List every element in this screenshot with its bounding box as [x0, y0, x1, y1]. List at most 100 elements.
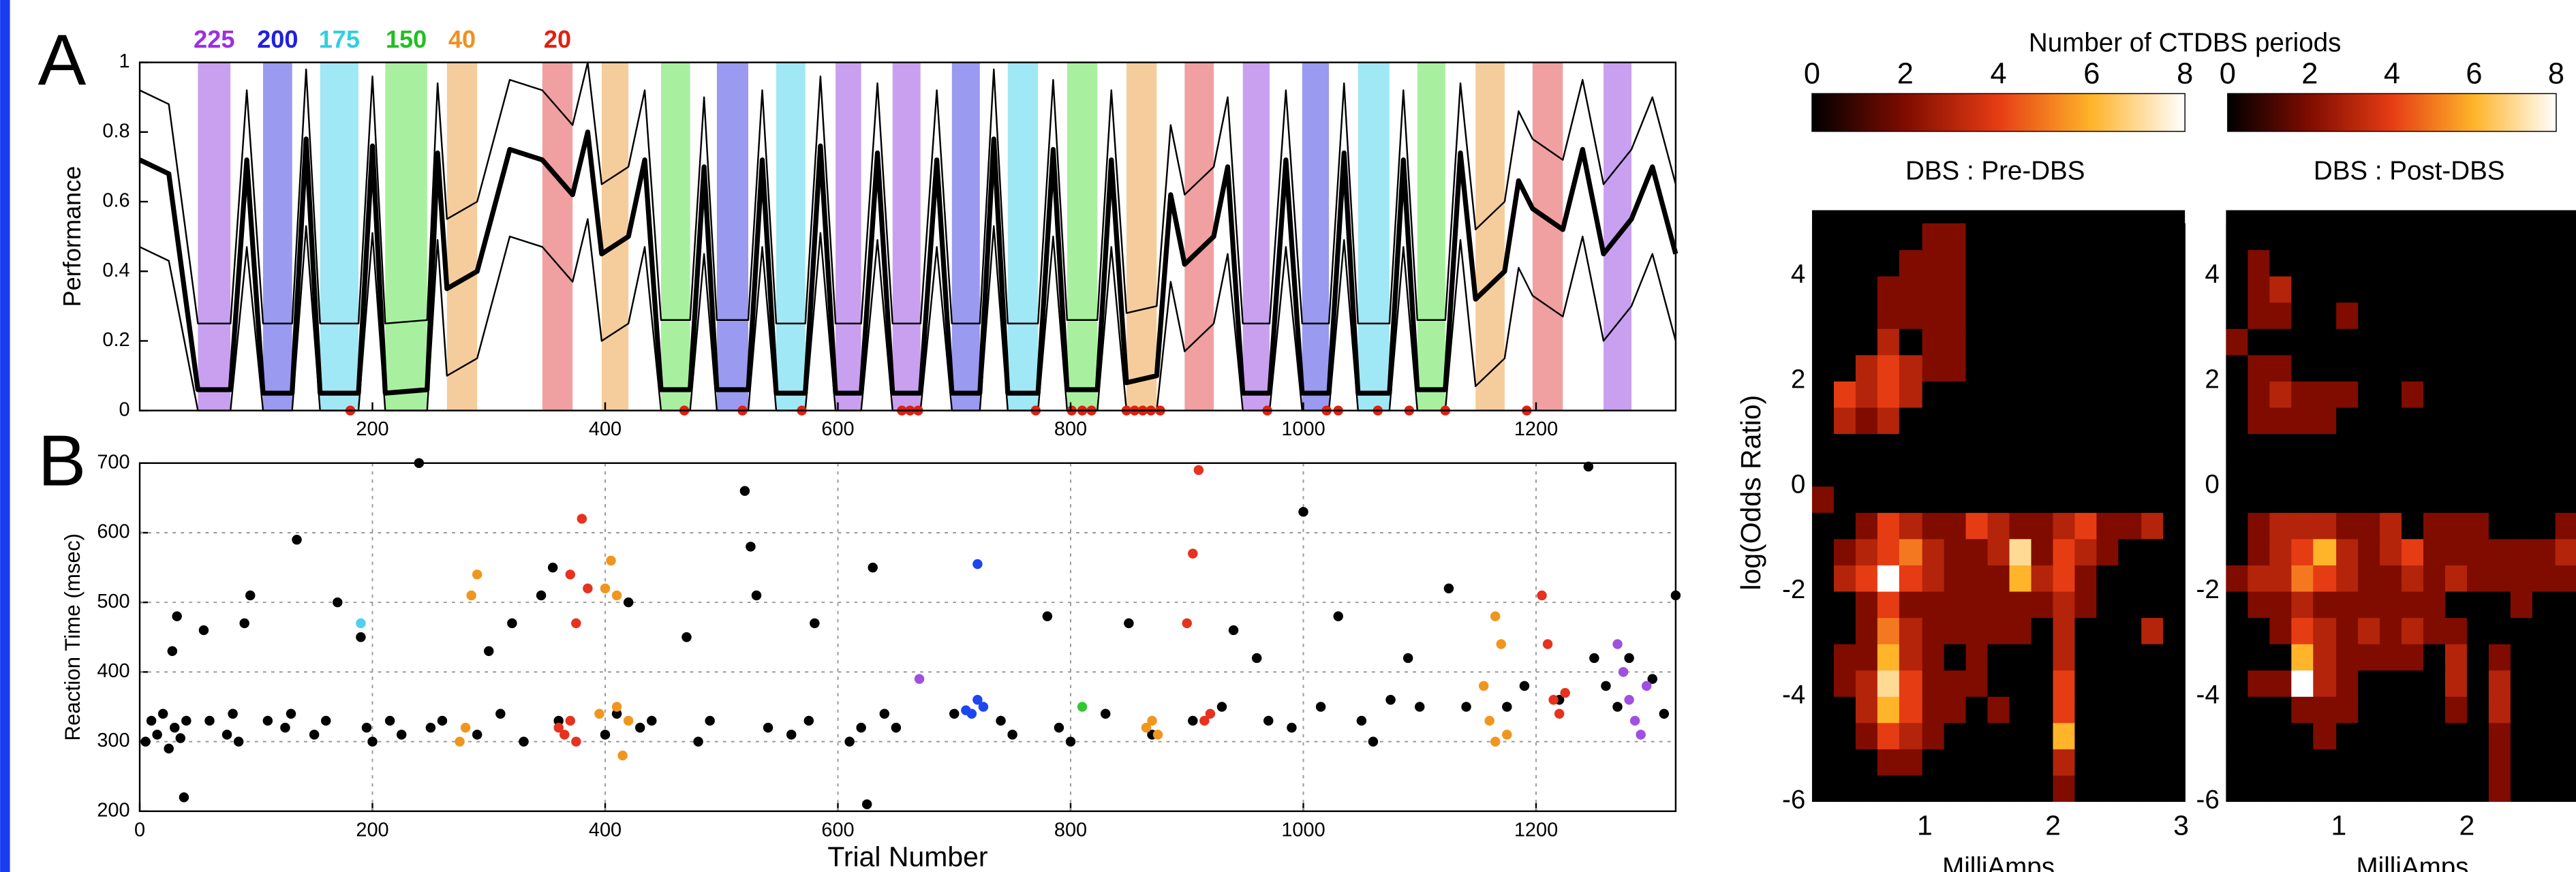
- heatmap-cell: [2336, 249, 2359, 277]
- heatmap-cell: [1877, 512, 1900, 540]
- heatmap-cell: [1877, 591, 1900, 619]
- colorbar-tick-label: 6: [2466, 57, 2482, 90]
- heatmap-cell: [2291, 354, 2314, 382]
- heatmap-cell: [2141, 302, 2164, 329]
- data-point: [396, 730, 407, 740]
- heatmap-cell: [2380, 354, 2402, 382]
- heatmap-cell: [2074, 591, 2098, 619]
- heatmap-cell: [1811, 538, 1835, 565]
- data-point: [739, 486, 750, 496]
- heatmap-cell: [2466, 354, 2489, 382]
- heatmap-cell: [2532, 328, 2556, 356]
- heatmap-cell: [2053, 512, 2076, 540]
- heatmap-cell: [2118, 328, 2142, 356]
- heatmap-cell: [2269, 459, 2293, 487]
- heatmap-cell: [2248, 249, 2271, 277]
- x-tick-label: 0: [134, 819, 145, 841]
- plot-frame: [138, 61, 1677, 411]
- heatmap-cell: [2074, 512, 2098, 540]
- heatmap-cell: [2466, 302, 2489, 329]
- heatmap-cell: [2141, 223, 2164, 251]
- heatmap-cell: [1965, 381, 1989, 408]
- heatmap-cell: [1965, 407, 1989, 435]
- data-point: [472, 730, 482, 740]
- heatmap-cell: [1922, 696, 1945, 723]
- heatmap-cell: [1899, 696, 1923, 723]
- stimulus-band: [835, 62, 861, 411]
- heatmap-cell: [2163, 459, 2186, 487]
- heatmap-cell: [2532, 302, 2556, 329]
- heatmap-cell: [1987, 328, 2010, 356]
- heatmap-cell: [1944, 670, 1967, 697]
- heatmap-cell: [2532, 775, 2556, 803]
- heatmap-cell: [2532, 407, 2556, 435]
- data-point: [1193, 465, 1204, 476]
- heatmap-cell: [1855, 328, 1878, 356]
- heatmap-cell: [1833, 565, 1856, 592]
- stimulus-band: [1067, 62, 1098, 411]
- heatmap-cell: [1877, 670, 1900, 697]
- heatmap-cell: [2269, 775, 2293, 803]
- heatmap-cell: [2488, 538, 2511, 565]
- heatmap-cell: [1922, 433, 1945, 461]
- heatmap-cell: [1987, 275, 2010, 303]
- heatmap-cell: [2248, 722, 2271, 749]
- heatmap-cell: [2248, 591, 2271, 619]
- y-tick-label: -4: [2196, 680, 2219, 709]
- heatmap-cell: [1811, 749, 1835, 776]
- heatmap-cell: [2248, 696, 2271, 723]
- heatmap-cell: [2358, 433, 2380, 461]
- data-point: [309, 730, 320, 740]
- heatmap-cell: [2358, 591, 2380, 619]
- heatmap-cell: [2053, 565, 2076, 592]
- heatmap-cell: [2074, 249, 2098, 277]
- heatmap-cell: [2380, 775, 2402, 803]
- heatmap-cell: [2444, 328, 2468, 356]
- heatmap-cell: [2118, 512, 2142, 540]
- heatmap-cell: [2313, 538, 2337, 565]
- heatmap-cell: [2313, 249, 2337, 277]
- heatmap-cell: [2313, 486, 2337, 513]
- heatmap-cell: [1811, 223, 1835, 251]
- heatmap-cell: [2163, 302, 2186, 329]
- heatmap-cell: [2532, 486, 2556, 513]
- colorbar: [2227, 93, 2557, 132]
- heatmap-cell: [1855, 486, 1878, 513]
- heatmap-cell: [1833, 223, 1856, 251]
- heatmap-cell: [2466, 565, 2489, 592]
- heatmap-cell: [2291, 275, 2314, 303]
- heatmap-cell: [2358, 354, 2380, 382]
- heatmap-cell: [2053, 381, 2076, 408]
- y-tick-label: 600: [97, 521, 129, 543]
- heatmap-cell: [2555, 381, 2576, 408]
- data-point: [320, 715, 331, 726]
- heatmap-cell: [2510, 275, 2533, 303]
- heatmap-cell: [2532, 749, 2556, 776]
- heatmap-cell: [1965, 565, 1989, 592]
- heatmap-cell: [1922, 381, 1945, 408]
- heatmap-cell: [2555, 354, 2576, 382]
- heatmap-cell: [1965, 591, 1989, 619]
- heatmap-cell: [2510, 354, 2533, 382]
- y-tick-label: 0: [2205, 470, 2219, 499]
- x-tick-label: 600: [821, 819, 854, 841]
- data-point: [617, 750, 628, 761]
- data-point: [1647, 674, 1657, 684]
- heatmap-cell: [2423, 565, 2446, 592]
- heatmap-cell: [2466, 381, 2489, 408]
- y-tick-label: -2: [2196, 575, 2219, 604]
- heatmap-cell: [2163, 643, 2186, 671]
- heatmap-cell: [1855, 643, 1878, 671]
- heatmap-cell: [2532, 433, 2556, 461]
- data-point: [1443, 583, 1454, 593]
- heatmap-cell: [2380, 696, 2402, 723]
- heatmap-cell: [2074, 275, 2098, 303]
- data-point: [1601, 681, 1611, 691]
- heatmap-cell: [2118, 275, 2142, 303]
- heatmap-cell: [2466, 249, 2489, 277]
- heatmap-cell: [2141, 591, 2164, 619]
- x-tick-label: 800: [1054, 819, 1087, 841]
- x-tick-label: 400: [589, 819, 622, 841]
- heatmap-cell: [2510, 670, 2533, 697]
